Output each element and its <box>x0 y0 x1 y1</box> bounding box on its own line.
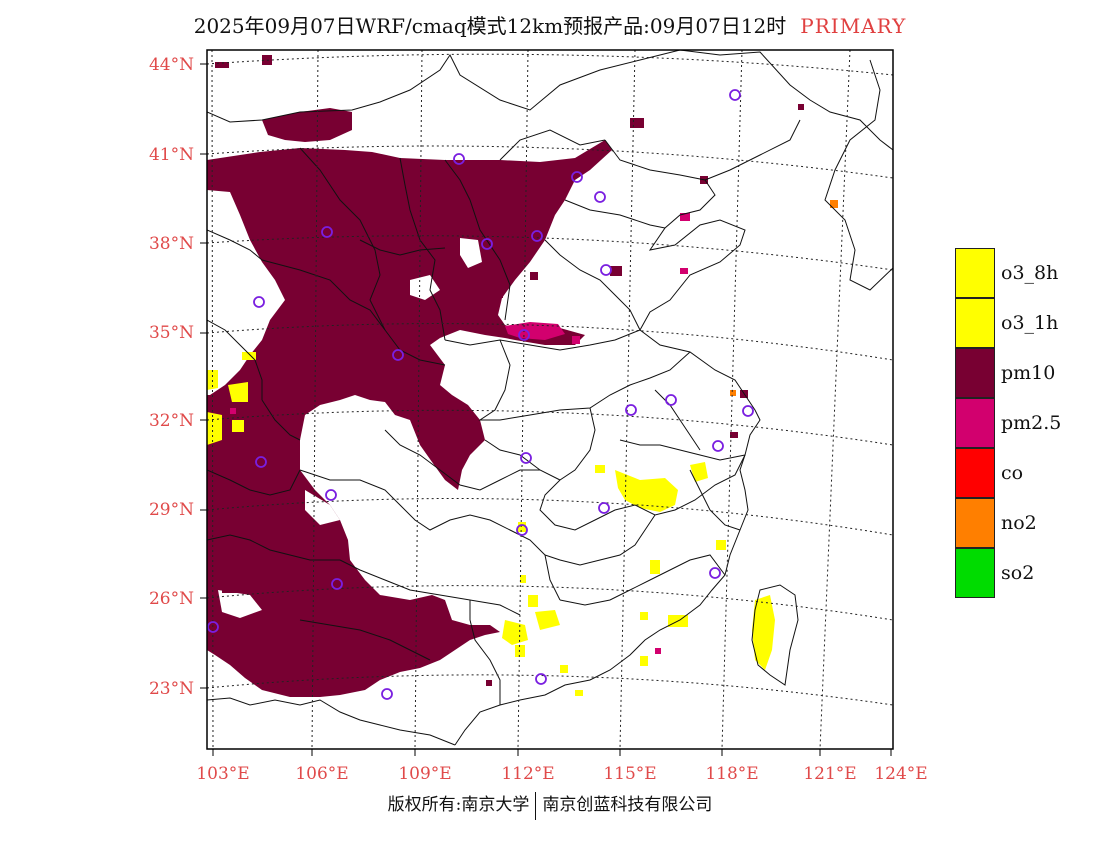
legend-swatch-so2 <box>955 548 995 598</box>
o3-region <box>207 352 775 696</box>
lat-label-23: 23°N <box>148 679 194 699</box>
lon-label-109: 109°E <box>398 764 452 784</box>
lon-label-112: 112°E <box>501 764 555 784</box>
legend-label-so2: so2 <box>1001 562 1035 584</box>
legend-swatch-no2 <box>955 498 995 548</box>
lat-label-38: 38°N <box>148 234 194 254</box>
legend-swatch-co <box>955 448 995 498</box>
map-title: 2025年09月07日WRF/cmaq模式12km预报产品:09月07日12时 P… <box>0 10 1100 39</box>
pm10-clear-areas <box>207 190 482 618</box>
lat-label-44: 44°N <box>148 55 194 75</box>
station-markers <box>207 89 754 700</box>
lat-label-26: 26°N <box>148 589 194 609</box>
map-frame <box>206 49 894 750</box>
legend-swatch-pm25 <box>955 398 995 448</box>
legend-label-pm25: pm2.5 <box>1001 412 1062 434</box>
lat-label-29: 29°N <box>148 500 194 520</box>
lon-label-115: 115°E <box>603 764 657 784</box>
lon-label-121: 121°E <box>803 764 857 784</box>
title-tag: PRIMARY <box>800 14 907 38</box>
legend-item-o3-1h: o3_1h <box>955 298 1085 348</box>
legend-item-o3-8h: o3_8h <box>955 248 1085 298</box>
lat-ticks <box>200 63 207 689</box>
pm10-region <box>207 55 612 697</box>
footer-left: 版权所有:南京大学 <box>387 795 530 815</box>
legend-label-o3-1h: o3_1h <box>1001 312 1059 334</box>
legend-label-no2: no2 <box>1001 512 1037 534</box>
lat-label-32: 32°N <box>148 411 194 431</box>
boundary-lines <box>207 50 893 746</box>
graticule <box>207 50 893 749</box>
legend-swatch-pm10 <box>955 348 995 398</box>
legend-label-pm10: pm10 <box>1001 362 1056 384</box>
pollutant-legend: o3_8h o3_1h pm10 pm2.5 co no2 so2 <box>955 248 1085 598</box>
legend-swatch-o3-8h <box>955 248 995 298</box>
no2-region <box>730 200 838 396</box>
footer-right: 南京创蓝科技有限公司 <box>542 795 713 815</box>
legend-label-o3-8h: o3_8h <box>1001 262 1059 284</box>
lon-label-106: 106°E <box>295 764 349 784</box>
lat-label-41: 41°N <box>148 145 194 165</box>
legend-item-no2: no2 <box>955 498 1085 548</box>
legend-item-so2: so2 <box>955 548 1085 598</box>
legend-item-pm10: pm10 <box>955 348 1085 398</box>
footer-divider <box>535 791 537 820</box>
lon-label-118: 118°E <box>705 764 759 784</box>
title-text: 2025年09月07日WRF/cmaq模式12km预报产品:09月07日12时 <box>193 14 787 38</box>
legend-item-pm25: pm2.5 <box>955 398 1085 448</box>
copyright-footer: 版权所有:南京大学 南京创蓝科技有限公司 <box>0 790 1100 820</box>
pm25-region <box>230 213 690 654</box>
lon-ticks <box>212 749 892 756</box>
legend-label-co: co <box>1001 462 1024 484</box>
lon-label-124: 124°E <box>874 764 928 784</box>
lat-label-35: 35°N <box>148 323 194 343</box>
legend-swatch-o3-1h <box>955 298 995 348</box>
legend-item-co: co <box>955 448 1085 498</box>
lon-label-103: 103°E <box>196 764 250 784</box>
